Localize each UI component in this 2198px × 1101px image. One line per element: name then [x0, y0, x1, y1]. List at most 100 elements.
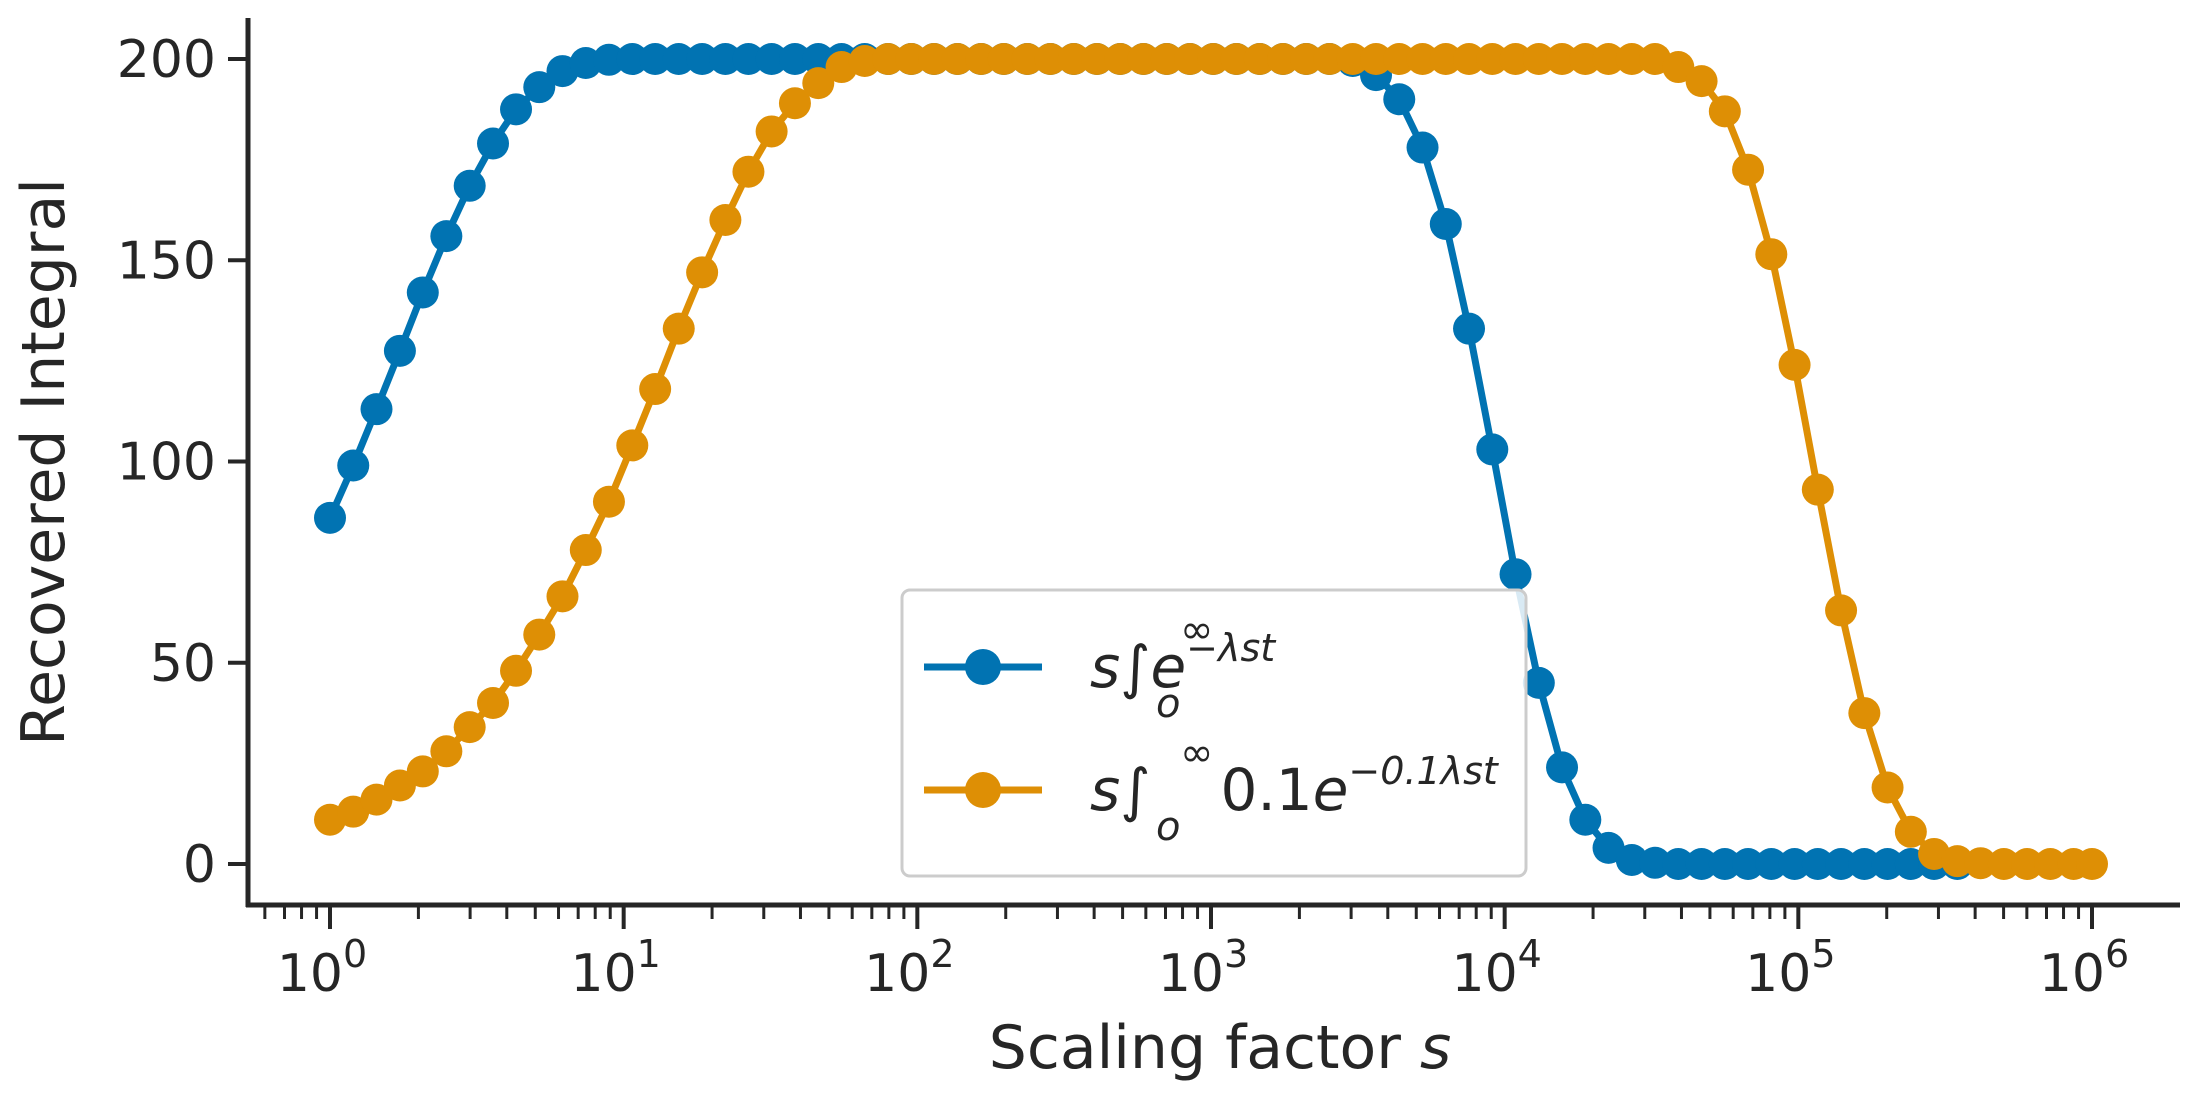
- y-tick-label: 100: [117, 433, 216, 493]
- data-point: [1662, 51, 1695, 84]
- data-point: [686, 256, 719, 289]
- data-point: [1522, 43, 1555, 75]
- legend-upper-limit: ∞: [1180, 730, 1213, 776]
- legend-marker: [965, 649, 1001, 685]
- data-point: [360, 783, 393, 816]
- data-point: [1639, 846, 1672, 879]
- legend-lower-limit: o: [1156, 804, 1180, 850]
- data-point: [941, 43, 974, 75]
- x-tick-label: 106: [2039, 932, 2129, 1004]
- legend-upper-limit: ∞: [1180, 607, 1213, 653]
- data-point: [477, 687, 510, 719]
- data-point: [1336, 43, 1369, 75]
- data-point: [755, 43, 788, 75]
- data-point: [1848, 848, 1881, 880]
- data-point: [406, 755, 439, 788]
- data-point: [2076, 848, 2108, 880]
- y-axis-label: Recovered Integral: [9, 178, 79, 746]
- data-point: [1453, 312, 1486, 345]
- data-point: [453, 169, 486, 202]
- data-point: [1778, 348, 1811, 381]
- data-point: [1150, 43, 1183, 75]
- data-point: [592, 43, 625, 76]
- data-point: [732, 43, 765, 75]
- data-point: [1615, 43, 1648, 75]
- data-point: [383, 769, 416, 802]
- legend-entry-1: s∫e−λst∞o: [924, 607, 1277, 727]
- data-point: [1801, 848, 1834, 880]
- data-point: [1592, 43, 1625, 75]
- data-point: [1383, 83, 1416, 116]
- data-point: [1685, 65, 1718, 98]
- data-point: [1267, 43, 1300, 75]
- data-point: [1662, 848, 1695, 880]
- data-point: [477, 127, 510, 160]
- data-point: [1406, 43, 1439, 75]
- data-point: [1708, 95, 1741, 128]
- data-point: [1708, 848, 1741, 880]
- data-point: [1499, 43, 1532, 75]
- data-point: [918, 43, 951, 75]
- legend-label: s∫e−λst: [1090, 626, 1277, 701]
- data-point: [1615, 843, 1648, 876]
- y-tick-label: 50: [150, 634, 216, 694]
- legend: s∫e−λst∞os∫ 0.1e−0.1λst∞o: [900, 588, 1528, 878]
- data-point: [1801, 473, 1834, 506]
- data-point: [755, 115, 788, 148]
- data-point: [1569, 803, 1602, 836]
- data-point: [1987, 848, 2020, 880]
- data-point: [500, 93, 533, 126]
- data-point: [1243, 43, 1276, 75]
- data-point: [1313, 43, 1346, 75]
- data-point: [1941, 845, 1974, 878]
- legend-entry-2: s∫ 0.1e−0.1λst∞o: [924, 730, 1500, 850]
- data-point: [709, 204, 742, 236]
- data-point: [1011, 43, 1044, 75]
- data-point: [778, 43, 811, 75]
- data-point: [1034, 43, 1067, 75]
- data-point: [1732, 153, 1765, 186]
- series-2: [314, 43, 2108, 880]
- data-point: [1871, 848, 1904, 880]
- data-point: [383, 334, 416, 367]
- x-tick-label: 102: [864, 932, 954, 1004]
- series-layer: [314, 43, 2108, 880]
- data-point: [778, 87, 811, 120]
- data-point: [1894, 815, 1927, 848]
- legend-marker: [965, 772, 1001, 808]
- data-point: [1429, 208, 1462, 241]
- data-point: [592, 485, 625, 518]
- data-point: [1778, 848, 1811, 880]
- data-point: [1825, 848, 1858, 880]
- data-point: [1453, 43, 1486, 75]
- data-point: [523, 618, 556, 651]
- data-point: [639, 373, 672, 406]
- data-point: [662, 43, 695, 75]
- x-tick-label: 103: [1158, 932, 1248, 1004]
- data-point: [569, 534, 602, 567]
- data-point: [732, 155, 765, 188]
- data-point: [430, 735, 463, 768]
- legend-box: [900, 588, 1528, 878]
- axes: 0 50 100 150 200 100 101 102 103 104 105 106: [117, 18, 2180, 1004]
- data-point: [662, 312, 695, 345]
- data-point: [360, 393, 393, 426]
- data-point: [639, 43, 672, 75]
- data-point: [686, 43, 719, 75]
- data-point: [2011, 848, 2044, 880]
- data-point: [965, 43, 998, 75]
- x-tick-label: 105: [1745, 932, 1835, 1004]
- data-point: [2034, 848, 2067, 880]
- legend-lower-limit: o: [1156, 681, 1180, 727]
- data-point: [523, 71, 556, 104]
- data-point: [1871, 771, 1904, 804]
- data-point: [337, 449, 370, 482]
- data-point: [1755, 238, 1788, 271]
- data-point: [1197, 43, 1230, 75]
- data-point: [1522, 666, 1555, 699]
- data-point: [1383, 43, 1416, 75]
- data-point: [406, 276, 439, 309]
- x-tick-label: 100: [277, 932, 367, 1004]
- data-point: [802, 67, 835, 100]
- y-tick-label: 150: [117, 231, 216, 291]
